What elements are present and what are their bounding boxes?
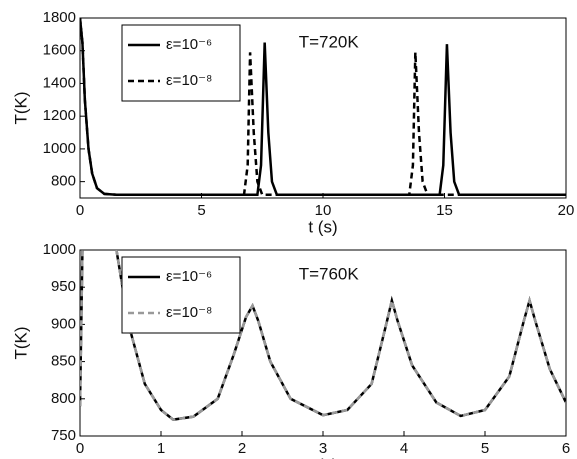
y-tick-label: 1000 <box>43 241 76 258</box>
y-tick-label: 950 <box>51 278 76 295</box>
series-line <box>80 250 566 421</box>
x-tick-label: 5 <box>197 202 205 219</box>
y-tick-label: 1200 <box>43 107 76 124</box>
legend-label: ε=10⁻⁸ <box>166 72 212 89</box>
x-tick-label: 1 <box>157 440 165 457</box>
x-tick-label: 2 <box>238 440 246 457</box>
x-tick-label: 3 <box>319 440 327 457</box>
x-tick-label: 0 <box>76 440 84 457</box>
y-tick-label: 750 <box>51 427 76 444</box>
legend-label: ε=10⁻⁸ <box>166 304 212 321</box>
legend-label: ε=10⁻⁶ <box>166 36 212 53</box>
x-tick-label: 4 <box>400 440 408 457</box>
y-tick-label: 1400 <box>43 74 76 91</box>
y-axis-label: T(K) <box>11 91 30 124</box>
y-tick-label: 900 <box>51 315 76 332</box>
x-tick-label: 6 <box>562 440 570 457</box>
annotation: T=760K <box>299 264 360 283</box>
y-tick-label: 1800 <box>43 9 76 26</box>
series-line <box>80 18 566 196</box>
x-tick-label: 10 <box>315 202 332 219</box>
series-line <box>80 18 566 196</box>
annotation: T=720K <box>299 32 360 51</box>
x-tick-label: 5 <box>481 440 489 457</box>
y-tick-label: 1000 <box>43 140 76 157</box>
subplot: 0 1 2 3 4 5 6 750 800 850 900 950 1000 t (s) T(K) T=760… <box>11 241 570 459</box>
x-tick-label: 15 <box>436 202 453 219</box>
subplot: 0 5 10 15 20 800 1000 1200 1400 1600 1800 t (s) T(K)… <box>11 9 574 237</box>
x-axis-label: t (s) <box>308 455 337 459</box>
x-tick-label: 20 <box>558 202 575 219</box>
legend-box <box>121 256 241 334</box>
y-axis-label: T(K) <box>11 326 30 359</box>
y-tick-label: 1600 <box>43 42 76 59</box>
x-axis-label: t (s) <box>308 217 337 236</box>
y-tick-label: 800 <box>51 390 76 407</box>
x-tick-label: 0 <box>76 202 84 219</box>
y-tick-label: 850 <box>51 353 76 370</box>
legend-box <box>121 24 241 102</box>
y-tick-label: 800 <box>51 173 76 190</box>
legend-label: ε=10⁻⁶ <box>166 268 212 285</box>
